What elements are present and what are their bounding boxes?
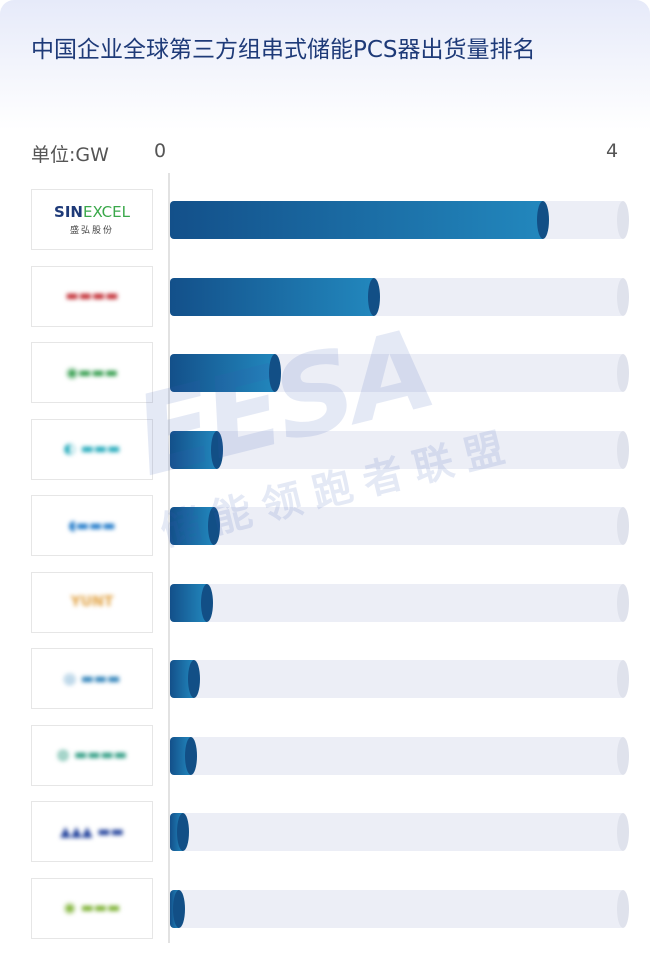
x-tick-label: 4 xyxy=(606,140,619,162)
bar xyxy=(170,736,198,775)
company-logo: ◖▬▬▬ xyxy=(31,495,153,556)
company-logo: ◎ ▬▬▬ xyxy=(31,648,153,709)
bar-end-cap xyxy=(536,201,549,239)
company-logo: ◉ ▬▬▬ xyxy=(31,877,153,939)
bar-track xyxy=(170,736,629,775)
company-logo-text: ◎ ▬▬▬ xyxy=(63,670,121,687)
company-logo: YUNT xyxy=(31,571,153,633)
bar xyxy=(170,354,282,392)
x-tick-label: 0 xyxy=(154,140,167,162)
bar-end-cap xyxy=(211,430,224,469)
company-logo-text: ◉▬▬▬ xyxy=(66,364,118,381)
company-logo: ◐ ▬▬▬ xyxy=(31,418,153,480)
company-logo: ◍ ▬▬▬▬ xyxy=(31,724,153,786)
bar-track xyxy=(170,507,629,545)
bar-end-cap xyxy=(172,889,185,928)
unit-label: 单位:GW xyxy=(31,144,109,166)
company-logo: ◉▬▬▬ xyxy=(31,342,153,403)
company-logo-text: ▲▲▲ ▬▬ xyxy=(60,823,124,840)
company-logo: ▬▬▬▬ xyxy=(31,265,153,327)
chart-title: 中国企业全球第三方组串式储能PCS器出货量排名 xyxy=(31,37,536,63)
company-logo-text: ◍ ▬▬▬▬ xyxy=(57,747,127,763)
bar xyxy=(170,277,381,316)
bar-end-cap xyxy=(185,736,198,775)
bar xyxy=(170,583,214,622)
company-logo-text: ◖▬▬▬ xyxy=(68,517,116,534)
bar-end-cap xyxy=(177,813,190,851)
company-logo-text: ◉ ▬▬▬ xyxy=(63,900,121,916)
bar xyxy=(170,201,549,239)
company-logo: SINEXCEL 盛弘股份 xyxy=(31,189,153,250)
bar xyxy=(170,889,185,928)
bar-end-cap xyxy=(201,583,214,622)
company-logo-text: YUNT xyxy=(70,594,114,610)
bar xyxy=(170,507,221,545)
company-logo: ▲▲▲ ▬▬ xyxy=(31,801,153,862)
bar-end-cap xyxy=(208,507,221,545)
bar-end-cap xyxy=(368,277,381,316)
bar-end-cap xyxy=(269,354,282,392)
bar xyxy=(170,813,190,851)
bar-end-cap xyxy=(187,660,200,698)
company-logo-text: ▬▬▬▬ xyxy=(65,288,119,304)
bar-track xyxy=(170,813,629,851)
bar-track xyxy=(170,660,629,698)
y-axis-line xyxy=(168,173,170,943)
bar xyxy=(170,430,224,469)
company-logo-subtext: 盛弘股份 xyxy=(69,226,114,236)
bar-track xyxy=(170,889,629,928)
bar xyxy=(170,660,200,698)
bar-track xyxy=(170,430,629,469)
bar-track xyxy=(170,583,629,622)
company-logo-text: SINEXCEL xyxy=(54,203,130,221)
company-logo-text: ◐ ▬▬▬ xyxy=(63,441,121,457)
